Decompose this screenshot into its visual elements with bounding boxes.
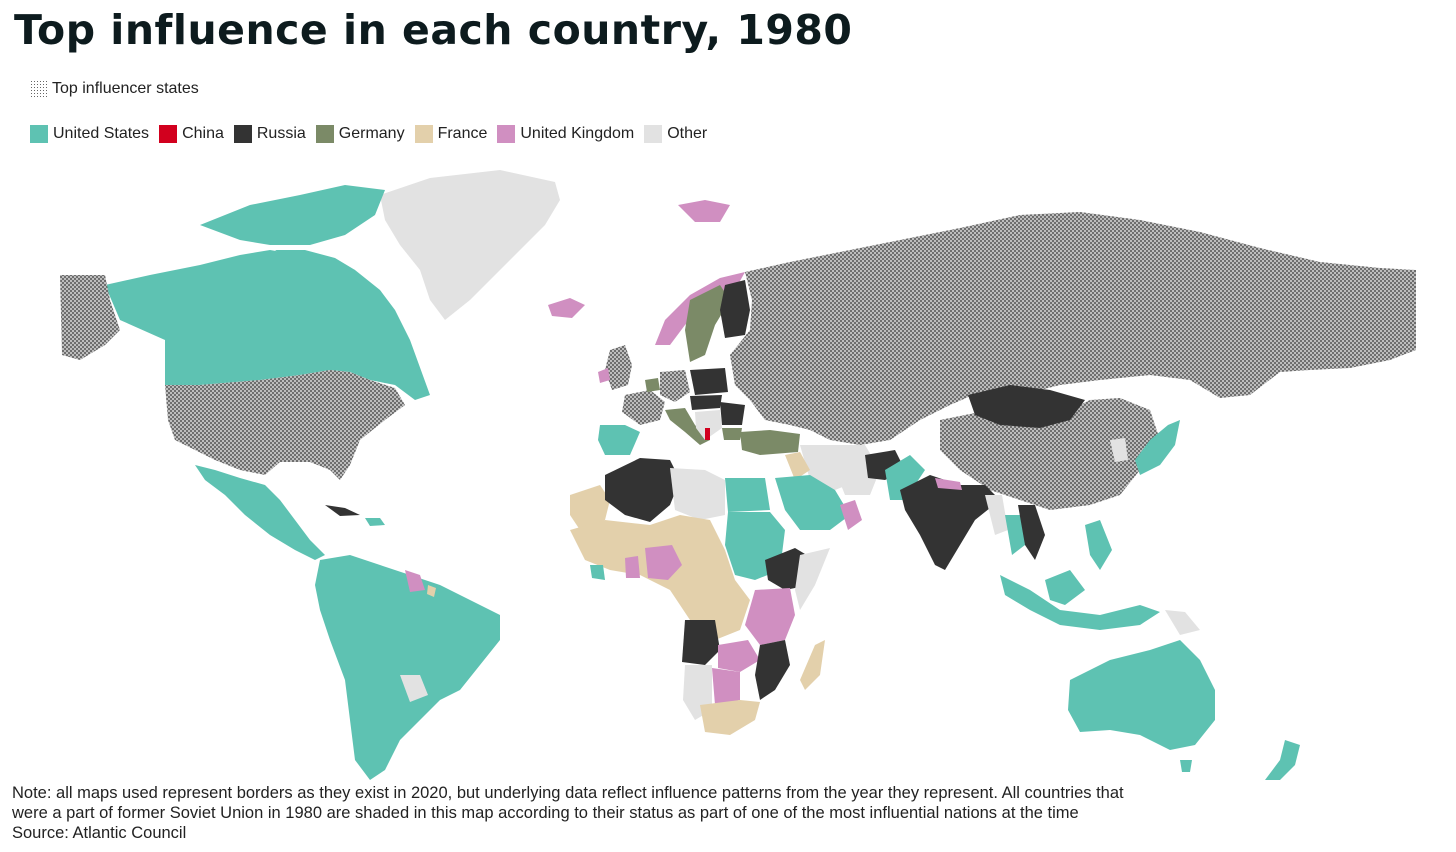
region-finland bbox=[720, 280, 750, 338]
region-sweden bbox=[685, 285, 730, 362]
region-uk bbox=[605, 345, 632, 390]
region-mexico bbox=[195, 465, 325, 560]
note-line: were a part of former Soviet Union in 19… bbox=[12, 804, 1079, 822]
legend-label: United Kingdom bbox=[520, 125, 635, 142]
region-nepal bbox=[935, 478, 962, 490]
region-madagascar bbox=[800, 640, 825, 690]
region-vietnam bbox=[1018, 505, 1045, 560]
pattern-legend: Top influencer states bbox=[30, 80, 199, 98]
legend-swatch bbox=[159, 125, 178, 143]
region-iceland bbox=[548, 298, 585, 318]
region-canada-arctic bbox=[200, 185, 385, 245]
region-somalia bbox=[795, 548, 830, 610]
region-china bbox=[940, 398, 1160, 510]
region-angola bbox=[682, 620, 720, 665]
region-iberia bbox=[598, 425, 640, 455]
legend-swatch bbox=[30, 125, 48, 143]
legend-item-russia: Russia bbox=[233, 125, 306, 143]
region-nigeria bbox=[645, 545, 682, 580]
region-bulgaria bbox=[722, 428, 742, 440]
region-south-america bbox=[315, 555, 500, 780]
region-new-zealand bbox=[1265, 740, 1300, 780]
region-france bbox=[622, 390, 665, 425]
region-egypt bbox=[725, 478, 770, 512]
legend-swatch bbox=[315, 125, 334, 143]
region-libya bbox=[670, 468, 725, 520]
pattern-legend-label: Top influencer states bbox=[52, 80, 199, 97]
region-balkans bbox=[695, 410, 722, 440]
region-soviet-union bbox=[730, 212, 1416, 445]
region-kenya-tanzania bbox=[745, 588, 795, 645]
region-ghana bbox=[625, 556, 640, 578]
region-liberia bbox=[590, 565, 605, 580]
legend-item-france: France bbox=[414, 125, 488, 143]
region-svalbard bbox=[678, 200, 730, 222]
legend-item-united-kingdom: United Kingdom bbox=[497, 125, 634, 143]
legend-label: Other bbox=[667, 125, 708, 142]
region-germany bbox=[660, 370, 690, 402]
note-source: Source: Atlantic Council bbox=[12, 824, 187, 842]
legend-label: Germany bbox=[338, 125, 405, 142]
region-south-africa bbox=[700, 700, 760, 735]
region-canada bbox=[105, 250, 430, 400]
region-oman bbox=[840, 500, 862, 530]
legend-item-other: Other bbox=[644, 125, 707, 143]
legend-item-germany: Germany bbox=[315, 125, 405, 143]
legend-item-china: China bbox=[159, 125, 224, 143]
region-ireland bbox=[598, 368, 610, 383]
region-czech bbox=[690, 395, 722, 410]
region-zambia bbox=[718, 640, 760, 672]
map-note: Note: all maps used represent borders as… bbox=[12, 783, 1442, 843]
region-japan bbox=[1135, 420, 1180, 475]
region-india bbox=[900, 475, 1000, 570]
region-jordan bbox=[785, 452, 810, 480]
region-pakistan bbox=[885, 455, 925, 500]
region-tasmania bbox=[1180, 760, 1192, 772]
legend-item-united-states: United States bbox=[30, 125, 149, 143]
region-saudi bbox=[775, 475, 850, 530]
region-alaska bbox=[60, 275, 120, 360]
region-cuba bbox=[325, 505, 360, 516]
region-paraguay bbox=[400, 675, 428, 702]
region-canada-islands bbox=[275, 250, 355, 275]
legend-label: Russia bbox=[256, 125, 306, 142]
region-burma bbox=[985, 495, 1008, 535]
region-poland bbox=[690, 368, 728, 395]
region-botswana bbox=[712, 668, 740, 705]
region-benelux bbox=[645, 378, 660, 392]
map-title: Top influence in each country, 1980 bbox=[14, 6, 853, 54]
region-indonesia bbox=[1000, 575, 1160, 630]
legend-label: United States bbox=[53, 125, 150, 142]
region-north-africa-france bbox=[570, 485, 610, 530]
region-algeria bbox=[605, 458, 680, 522]
region-italy bbox=[665, 408, 710, 445]
region-guyana bbox=[405, 570, 425, 592]
region-usa bbox=[165, 370, 405, 480]
legend-swatch bbox=[497, 125, 516, 143]
region-mozambique bbox=[755, 640, 790, 700]
legend-swatch bbox=[233, 125, 252, 143]
region-greenland bbox=[380, 170, 560, 320]
region-caribbean bbox=[365, 518, 385, 526]
region-albania bbox=[705, 428, 710, 440]
region-korea bbox=[1110, 438, 1128, 462]
legend-label: France bbox=[437, 125, 488, 142]
region-french-guiana bbox=[427, 585, 436, 597]
region-thailand bbox=[1005, 515, 1025, 555]
legend-swatch bbox=[414, 125, 433, 143]
region-turkey bbox=[740, 430, 800, 455]
region-borneo bbox=[1045, 570, 1085, 605]
region-philippines bbox=[1085, 520, 1112, 570]
pattern-swatch bbox=[30, 80, 48, 98]
world-map bbox=[60, 170, 1416, 780]
legend-swatch bbox=[644, 125, 663, 143]
note-line: Note: all maps used represent borders as… bbox=[12, 784, 1124, 802]
legend-label: China bbox=[182, 125, 224, 142]
color-legend: United States China Russia Germany Franc… bbox=[30, 125, 717, 143]
region-mongolia bbox=[968, 385, 1085, 428]
region-romania bbox=[720, 402, 745, 425]
region-png bbox=[1165, 610, 1200, 635]
region-australia bbox=[1068, 640, 1215, 750]
